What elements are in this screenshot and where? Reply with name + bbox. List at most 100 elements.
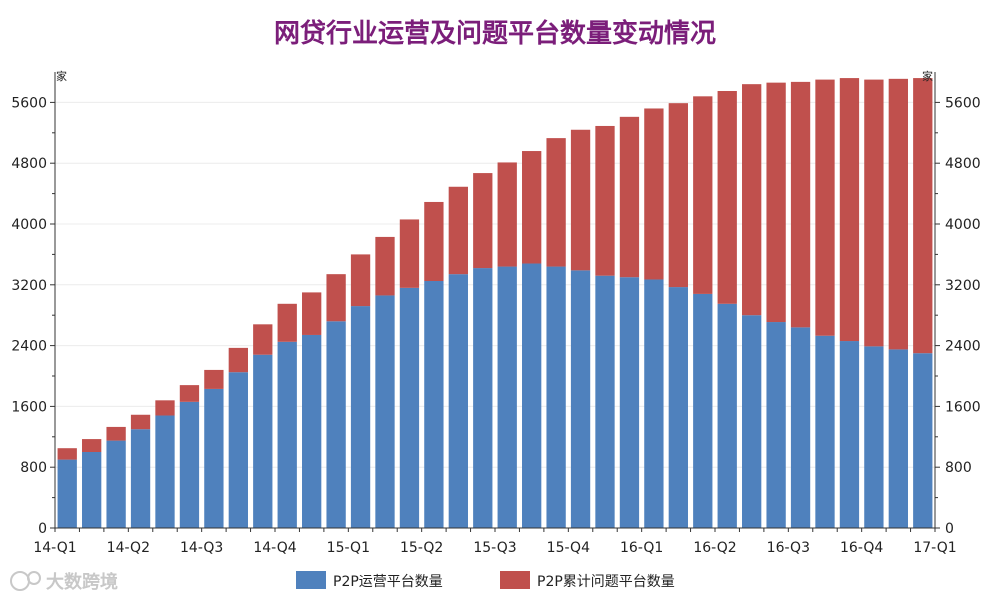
bar-operating: [717, 303, 737, 528]
legend-label-operating: P2P运营平台数量: [333, 574, 443, 590]
bar-problem: [82, 439, 102, 452]
x-tick-label: 15-Q4: [547, 540, 590, 556]
bar-problem: [399, 219, 420, 288]
bar-problem: [815, 79, 835, 336]
bar-problem: [888, 78, 908, 350]
y-tick-label-right: 0: [945, 521, 954, 537]
bar-operating: [277, 341, 297, 528]
bar-problem: [864, 79, 884, 347]
y-tick-label-right: 2400: [945, 339, 981, 355]
bar-problem: [839, 78, 860, 342]
bar-problem: [204, 369, 224, 389]
bar-operating: [497, 266, 517, 528]
bar-problem: [130, 414, 151, 430]
x-tick-label: 16-Q1: [620, 540, 663, 556]
bar-problem: [179, 385, 200, 402]
y-tick-label-left: 0: [38, 521, 47, 537]
x-tick-label: 14-Q4: [253, 540, 296, 556]
bar-operating: [668, 287, 688, 528]
bar-operating: [253, 354, 273, 528]
bar-operating: [326, 321, 346, 528]
bar-problem: [155, 400, 175, 416]
bar-problem: [742, 84, 762, 316]
x-tick-label: 17-Q1: [913, 540, 956, 556]
bar-operating: [864, 346, 884, 528]
y-tick-label-right: 1600: [945, 399, 981, 415]
bar-operating: [595, 275, 615, 528]
bar-problem: [228, 347, 248, 373]
bar-problem: [424, 201, 444, 281]
bar-problem: [253, 324, 273, 355]
bar-operating: [790, 327, 811, 528]
bar-operating: [399, 287, 420, 528]
bar-problem: [350, 254, 371, 307]
y-tick-label-left: 800: [20, 460, 47, 476]
x-tick-label: 14-Q2: [107, 540, 150, 556]
bar-problem: [522, 151, 542, 264]
bar-operating: [228, 372, 248, 528]
watermark-text: 大数跨境: [46, 571, 118, 593]
legend: P2P运营平台数量 P2P累计问题平台数量: [296, 571, 675, 590]
bar-operating: [179, 401, 200, 528]
y-tick-label-right: 5600: [945, 95, 981, 111]
bar-problem: [570, 129, 591, 271]
bar-operating: [546, 266, 566, 528]
chart-title: 网贷行业运营及问题平台数量变动情况: [274, 18, 716, 49]
legend-swatch-operating: [296, 571, 326, 589]
bar-operating: [448, 274, 468, 528]
bar-operating: [155, 415, 175, 528]
bar-problem: [375, 236, 395, 296]
bar-operating: [570, 270, 591, 528]
y-tick-label-left: 4800: [11, 156, 47, 172]
bar-problem: [497, 162, 517, 267]
x-tick-label: 16-Q4: [840, 540, 883, 556]
y-tick-label-right: 3200: [945, 278, 981, 294]
bar-problem: [473, 173, 493, 269]
x-tick-label: 16-Q2: [693, 540, 736, 556]
x-tick-label: 15-Q3: [473, 540, 516, 556]
bar-problem: [277, 303, 297, 342]
bar-operating: [57, 459, 77, 528]
bar-problem: [106, 426, 126, 441]
watermark: 大数跨境: [10, 571, 118, 593]
bar-problem: [546, 138, 566, 267]
legend-swatch-problem: [500, 571, 530, 589]
y-tick-label-left: 4000: [11, 217, 47, 233]
bar-problem: [57, 448, 77, 460]
left-axis-unit: 家: [56, 69, 67, 83]
bar-operating: [522, 263, 542, 528]
x-tick-label: 15-Q1: [327, 540, 370, 556]
bar-problem: [619, 116, 640, 278]
bar-problem: [913, 78, 933, 354]
bar-operating: [82, 452, 102, 528]
bar-operating: [473, 268, 493, 528]
bar-operating: [839, 341, 860, 528]
bar-problem: [302, 292, 322, 335]
bar-problem: [668, 103, 688, 288]
bar-problem: [448, 186, 468, 275]
bar-operating: [742, 315, 762, 528]
bar-problem: [790, 81, 811, 328]
bar-operating: [815, 335, 835, 528]
x-tick-labels: 14-Q1 14-Q2 14-Q3 14-Q4 15-Q1 15-Q2 15-Q3 15-Q4…: [33, 528, 957, 556]
x-tick-label: 16-Q3: [767, 540, 810, 556]
bar-operating: [913, 353, 933, 528]
watermark-logo-icon-inner: [27, 571, 41, 585]
y-tick-label-right: 4000: [945, 217, 981, 233]
bar-problem: [766, 82, 786, 323]
x-tick-label: 14-Q1: [33, 540, 76, 556]
watermark-logo-icon: [10, 571, 30, 591]
x-tick-label: 14-Q3: [180, 540, 223, 556]
bar-problem: [693, 96, 713, 294]
legend-label-problem: P2P累计问题平台数量: [537, 574, 675, 590]
y-tick-label-right: 4800: [945, 156, 981, 172]
bar-operating: [766, 322, 786, 528]
y-tick-labels: 0 0 800 800 1600 1600 2400 2400 3200 3200 4000 4000…: [11, 95, 980, 537]
bar-problem: [717, 91, 737, 304]
right-axis-unit: 家: [922, 69, 933, 83]
bar-problem: [644, 108, 664, 280]
bar-operating: [106, 440, 126, 528]
bar-operating: [302, 334, 322, 528]
